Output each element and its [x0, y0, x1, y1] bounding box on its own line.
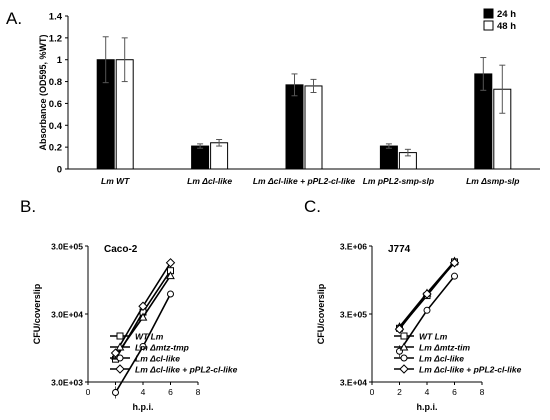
series-marker-circle	[423, 306, 431, 314]
legend-marker-triangle	[115, 342, 125, 351]
y-tick-label: 0.4	[49, 121, 63, 132]
y-tick-label: 0.6	[49, 99, 62, 110]
chart-title: Caco-2	[104, 244, 138, 255]
y-tick-label: 3.0E+05	[51, 242, 83, 252]
x-tick-label: 8	[480, 387, 485, 397]
x-tick-label: 2	[397, 387, 402, 397]
legend-label: Lm Δmtz-tmp	[135, 343, 189, 353]
x-axis-label: h.p.i.	[417, 402, 438, 412]
panel-c-line-chart: 3.E+04 3.E+05 3.E+06 0 2 4 6 8 h.p.i. CFU/coversl…	[316, 242, 522, 413]
panel-a-bar-chart: 0 0.2 0.4 0.6 0.8 1 1.2 1.4 Absorbance (OD595, %…	[38, 8, 540, 186]
legend-marker-circle	[400, 354, 408, 362]
y-axis-label: CFU/coverslip	[316, 283, 326, 344]
series-marker-circle	[112, 389, 119, 397]
legend-label: 48 h	[497, 21, 516, 32]
panel-a-letter: A.	[6, 9, 22, 28]
x-tick-label: 8	[196, 387, 201, 397]
y-tick-label: 0.2	[49, 143, 62, 154]
legend-marker-diamond	[115, 364, 125, 374]
y-tick-label: 3.E+06	[340, 242, 367, 252]
series-marker-triangle	[166, 271, 175, 280]
y-tick-label: 1	[57, 55, 63, 66]
legend-swatch	[483, 8, 494, 19]
category-label: Lm Δcl-like	[187, 176, 232, 186]
category-label: Lm Δcl-like + pPL2-cl-like	[253, 176, 356, 186]
y-tick-label: 3.E+04	[340, 378, 367, 388]
legend-label: Lm Δcl-like	[419, 354, 464, 364]
series-marker-circle	[139, 342, 147, 350]
legend-label: Lm Δcl-like	[135, 354, 180, 364]
y-tick-label: 0.8	[49, 77, 62, 88]
x-tick-label: 0	[86, 387, 91, 397]
legend-marker-square	[116, 332, 124, 340]
y-axis-label: Absorbance (OD595, %WT)	[38, 34, 48, 150]
bar-24h	[285, 84, 304, 170]
panel-c-letter: C.	[304, 197, 321, 216]
legend-swatch	[483, 20, 494, 31]
legend-label: Lm Δcl-like + pPL2-cl-like	[135, 365, 238, 375]
legend-label: WT Lm	[135, 332, 164, 342]
category-label: Lm WT	[101, 176, 130, 186]
y-tick-label: 1.2	[49, 33, 62, 44]
bar-24h	[191, 145, 210, 170]
y-tick-label: 3.0E+03	[51, 378, 83, 388]
series-marker-diamond	[449, 258, 460, 268]
x-axis-label: h.p.i.	[133, 402, 154, 412]
legend-marker-diamond	[399, 364, 409, 374]
y-tick-label: 1.4	[49, 12, 63, 23]
legend-label: WT Lm	[419, 332, 448, 342]
category-label: Lm Δsmp-slp	[466, 176, 519, 186]
legend-label: Lm Δmtz-tim	[419, 343, 470, 353]
x-tick-label: 0	[370, 387, 375, 397]
x-tick-label: 4	[141, 387, 146, 397]
panel-b-line-chart: 3.0E+033.0E+043.0E+0502468h.p.i.CFU/cove…	[32, 242, 238, 413]
x-tick-label: 6	[168, 387, 173, 397]
legend-marker-circle	[116, 354, 124, 362]
bar-24h	[379, 145, 398, 170]
bar-48h	[304, 85, 323, 170]
series-marker-diamond	[165, 258, 176, 268]
panel-b-letter: B.	[20, 197, 36, 216]
x-tick-label: 6	[452, 387, 457, 397]
y-tick-label: 3.E+05	[340, 310, 367, 320]
y-tick-label: 3.0E+04	[51, 310, 83, 320]
y-tick-label: 0	[57, 165, 62, 176]
series-marker-diamond	[422, 289, 432, 299]
series-marker-circle	[451, 272, 458, 280]
series-marker-diamond	[138, 301, 148, 311]
category-label: Lm pPL2-smp-slp	[363, 176, 434, 186]
bar-48h	[210, 142, 229, 170]
legend-marker-triangle	[399, 342, 409, 351]
chart-title: J774	[388, 244, 411, 255]
series-marker-triangle	[138, 312, 148, 321]
series-marker-circle	[167, 290, 174, 298]
legend-label: Lm Δcl-like + pPL2-cl-like	[419, 365, 522, 375]
series-marker-diamond	[394, 324, 405, 334]
series-marker-diamond	[110, 348, 121, 358]
x-tick-label: 4	[425, 387, 430, 397]
legend-marker-square	[400, 332, 408, 340]
legend-label: 24 h	[497, 9, 516, 20]
y-axis-label: CFU/coverslip	[32, 283, 42, 344]
